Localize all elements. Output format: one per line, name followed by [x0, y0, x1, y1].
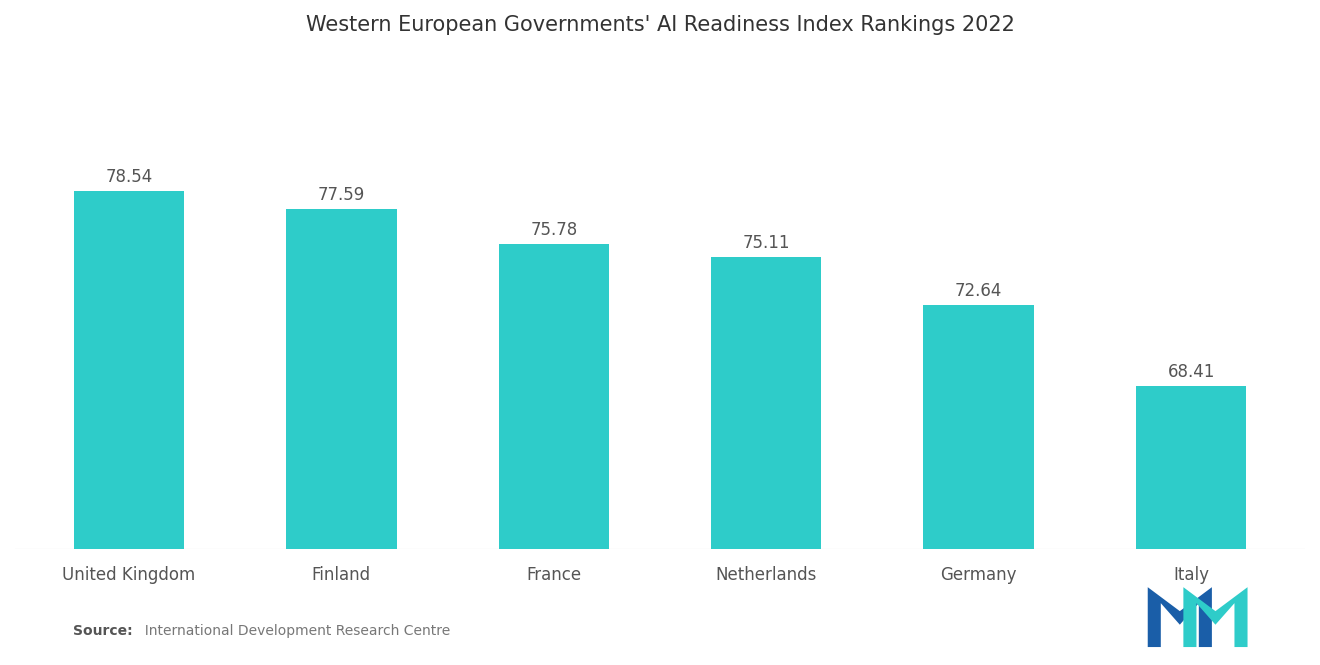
Polygon shape	[1148, 587, 1212, 647]
Text: 72.64: 72.64	[954, 282, 1002, 300]
Bar	[711, 257, 821, 549]
Text: International Development Research Centre: International Development Research Centr…	[136, 624, 450, 638]
Text: Source:: Source:	[73, 624, 132, 638]
Polygon shape	[1183, 587, 1247, 647]
Title: Western European Governments' AI Readiness Index Rankings 2022: Western European Governments' AI Readine…	[305, 15, 1015, 35]
Bar	[74, 191, 183, 549]
Text: 77.59: 77.59	[318, 186, 364, 204]
Bar	[924, 305, 1034, 549]
Bar	[286, 209, 396, 549]
Bar	[499, 244, 609, 549]
Text: 78.54: 78.54	[106, 168, 153, 186]
Text: 75.78: 75.78	[531, 221, 577, 239]
Text: 68.41: 68.41	[1167, 364, 1214, 382]
Bar	[1137, 386, 1246, 549]
Text: 75.11: 75.11	[742, 234, 789, 252]
